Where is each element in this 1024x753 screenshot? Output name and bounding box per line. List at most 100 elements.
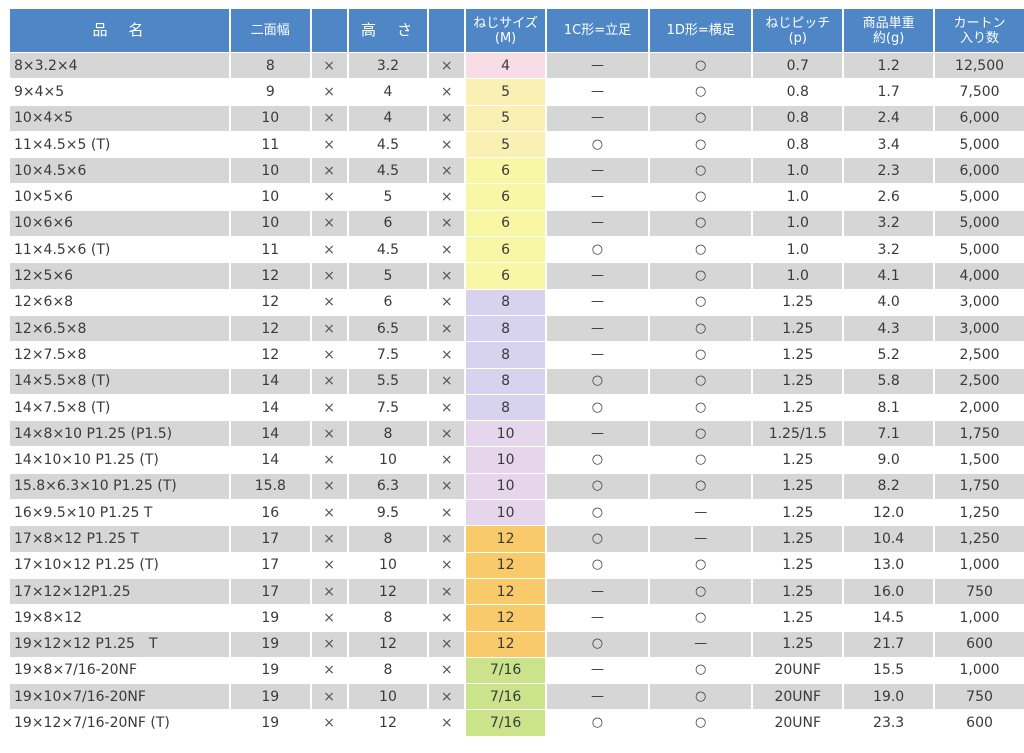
- cell-unit-weight: 3.2: [844, 210, 934, 237]
- cell-unit-weight: 16.0: [844, 578, 934, 605]
- header-product-name: 品 名: [10, 9, 230, 52]
- cell-product-name: 17×12×12P1.25: [10, 578, 230, 605]
- cell-unit-weight: 1.2: [844, 53, 934, 79]
- cell-screw-pitch: 1.0: [753, 237, 843, 263]
- cell-height: 12: [348, 631, 428, 657]
- header-1d-type: 1D形=横足: [650, 9, 752, 52]
- table-body: 8×3.2×4 8 × 3.2 × 4— ○ 0.7 1.2 12,500 9×4×5 9 × 4 × 5— ○…: [10, 53, 1024, 736]
- cell-height: 8: [348, 421, 428, 447]
- cell-carton-qty: 3,000: [935, 289, 1024, 315]
- cell-screw-pitch: 1.0: [753, 184, 843, 210]
- table-row: 19×8×12 19 × 8 × 12— ○ 1.25 14.5 1,000: [10, 605, 1024, 631]
- cell-1d-type: ○: [650, 184, 752, 210]
- cell-screw-pitch: 1.25: [753, 500, 843, 526]
- cell-1d-type: ○: [650, 237, 752, 263]
- cell-screw-pitch: 0.8: [753, 79, 843, 105]
- cell-height: 10: [348, 684, 428, 710]
- cell-height: 12: [348, 710, 428, 736]
- cell-screw-size: 8: [466, 342, 545, 368]
- cell-width: 17: [231, 552, 310, 578]
- header-screw-size-text: ねじサイズ (M): [473, 15, 538, 46]
- cell-times: ×: [311, 105, 347, 131]
- cell-1d-type: ○: [650, 263, 752, 289]
- cell-unit-weight: 2.3: [844, 158, 934, 184]
- cell-unit-weight: 4.0: [844, 289, 934, 315]
- cell-product-name: 19×12×12 P1.25 T: [10, 631, 230, 657]
- cell-carton-qty: 1,750: [935, 421, 1024, 447]
- cell-times: ×: [429, 500, 465, 526]
- cell-product-name: 16×9.5×10 P1.25 T: [10, 500, 230, 526]
- cell-1d-type: ○: [650, 421, 752, 447]
- cell-times: ×: [311, 263, 347, 289]
- cell-screw-size: 6: [466, 184, 545, 210]
- table-row: 12×6×8 12 × 6 × 8— ○ 1.25 4.0 3,000: [10, 289, 1024, 315]
- cell-product-name: 8×3.2×4: [10, 53, 230, 79]
- cell-times: ×: [311, 526, 347, 552]
- cell-1c-type: —: [546, 53, 649, 79]
- table-row: 10×5×6 10 × 5 × 6— ○ 1.0 2.6 5,000: [10, 184, 1024, 210]
- cell-carton-qty: 4,000: [935, 263, 1024, 289]
- cell-1c-type: —: [546, 684, 649, 710]
- cell-1d-type: ○: [650, 710, 752, 736]
- cell-height: 6.3: [348, 473, 428, 500]
- cell-screw-size: 6: [466, 263, 545, 289]
- cell-width: 11: [231, 237, 310, 263]
- cell-width: 10: [231, 184, 310, 210]
- cell-carton-qty: 1,750: [935, 473, 1024, 500]
- cell-screw-size: 12: [466, 631, 545, 657]
- cell-times: ×: [429, 421, 465, 447]
- cell-screw-pitch: 1.25: [753, 447, 843, 473]
- header-width-across-flats: 二面幅: [231, 9, 310, 52]
- cell-1c-type: ○: [546, 526, 649, 552]
- cell-times: ×: [311, 131, 347, 158]
- cell-width: 15.8: [231, 473, 310, 500]
- cell-1d-type: ○: [650, 315, 752, 342]
- header-carton-qty-text: カートン 入り数: [953, 15, 1006, 46]
- cell-1c-type: ○: [546, 552, 649, 578]
- cell-times: ×: [311, 447, 347, 473]
- cell-times: ×: [311, 289, 347, 315]
- table-row: 17×10×12 P1.25 (T) 17 × 10 × 12 ○ ○ 1.25 13.0 1,00…: [10, 552, 1024, 578]
- cell-carton-qty: 1,250: [935, 500, 1024, 526]
- cell-width: 14: [231, 394, 310, 421]
- cell-unit-weight: 8.1: [844, 394, 934, 421]
- cell-carton-qty: 1,500: [935, 447, 1024, 473]
- header-unit-weight-text: 商品単重 約(g): [862, 15, 915, 46]
- cell-width: 8: [231, 53, 310, 79]
- cell-carton-qty: 5,000: [935, 184, 1024, 210]
- cell-screw-size: 12: [466, 526, 545, 552]
- cell-screw-size: 10: [466, 421, 545, 447]
- cell-1c-type: —: [546, 315, 649, 342]
- cell-1d-type: —: [650, 500, 752, 526]
- cell-times: ×: [429, 710, 465, 736]
- cell-carton-qty: 1,000: [935, 657, 1024, 684]
- cell-times: ×: [429, 368, 465, 394]
- cell-times: ×: [429, 473, 465, 500]
- cell-times: ×: [429, 315, 465, 342]
- cell-screw-size: 6: [466, 210, 545, 237]
- cell-times: ×: [311, 631, 347, 657]
- cell-height: 12: [348, 578, 428, 605]
- cell-height: 6: [348, 289, 428, 315]
- cell-carton-qty: 2,000: [935, 394, 1024, 421]
- cell-times: ×: [311, 605, 347, 631]
- cell-height: 5.5: [348, 368, 428, 394]
- cell-screw-pitch: 1.25: [753, 473, 843, 500]
- cell-1c-type: —: [546, 184, 649, 210]
- cell-height: 7.5: [348, 394, 428, 421]
- cell-1c-type: ○: [546, 473, 649, 500]
- cell-unit-weight: 8.2: [844, 473, 934, 500]
- cell-screw-size: 8: [466, 368, 545, 394]
- cell-1c-type: ○: [546, 631, 649, 657]
- cell-unit-weight: 5.8: [844, 368, 934, 394]
- cell-unit-weight: 10.4: [844, 526, 934, 552]
- cell-height: 4: [348, 105, 428, 131]
- cell-width: 11: [231, 131, 310, 158]
- cell-times: ×: [429, 526, 465, 552]
- cell-1d-type: ○: [650, 552, 752, 578]
- cell-screw-pitch: 20UNF: [753, 684, 843, 710]
- cell-product-name: 19×12×7/16-20NF (T): [10, 710, 230, 736]
- table-row: 10×6×6 10 × 6 × 6— ○ 1.0 3.2 5,000: [10, 210, 1024, 237]
- cell-times: ×: [429, 79, 465, 105]
- cell-carton-qty: 5,000: [935, 210, 1024, 237]
